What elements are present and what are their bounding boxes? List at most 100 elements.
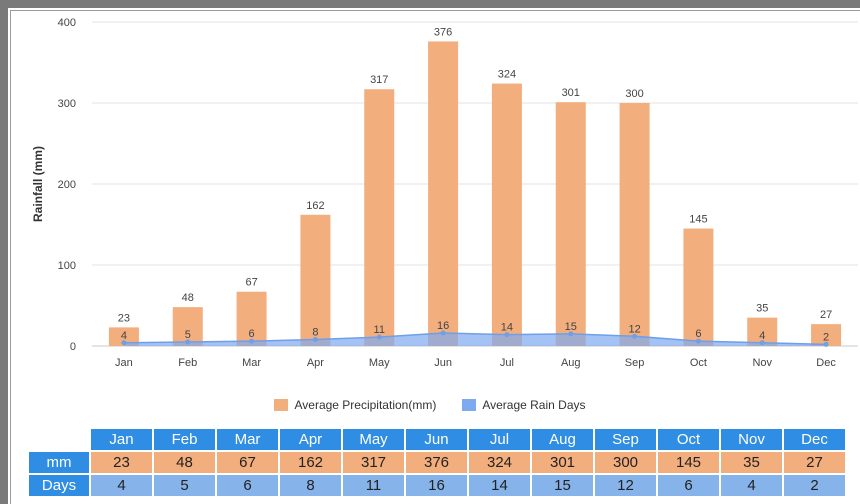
precipitation-value-label: 300 xyxy=(625,88,643,100)
x-tick-label: May xyxy=(369,357,390,369)
precipitation-bar xyxy=(555,102,586,346)
legend-item-precipitation[interactable]: Average Precipitation(mm) xyxy=(274,398,436,412)
precipitation-value-label: 317 xyxy=(370,74,388,86)
table-cell: 4 xyxy=(721,475,782,496)
rain-days-value-label: 15 xyxy=(565,321,577,333)
table-cell: 317 xyxy=(343,452,404,473)
rain-days-value-label: 16 xyxy=(437,320,449,332)
rain-days-value-label: 6 xyxy=(249,328,255,340)
table-month-header: Nov xyxy=(721,429,782,450)
rain-days-point xyxy=(632,333,638,339)
x-tick-label: Jan xyxy=(115,357,133,369)
x-tick-label: Feb xyxy=(178,357,197,369)
table-cell: 6 xyxy=(658,475,719,496)
precipitation-bar xyxy=(428,41,459,346)
table-cell: 27 xyxy=(784,452,845,473)
rain-days-value-label: 11 xyxy=(374,324,385,336)
rain-days-line xyxy=(123,332,827,346)
precipitation-swatch xyxy=(274,399,289,411)
table-month-header: Jul xyxy=(469,429,530,450)
table-month-header: Mar xyxy=(217,429,278,450)
table-month-header: Dec xyxy=(784,429,845,450)
rain-days-point xyxy=(121,340,127,346)
rain-days-area xyxy=(123,333,827,346)
precipitation-bar xyxy=(683,228,714,346)
table-cell: 2 xyxy=(784,475,845,496)
x-tick-label: Nov xyxy=(752,357,772,369)
table-cell: 300 xyxy=(595,452,656,473)
rain-days-point xyxy=(759,340,765,346)
table-row: Days 4 5 6 8 11 16 14 15 12 6 4 2 xyxy=(29,475,845,496)
table-month-header: May xyxy=(343,429,404,450)
y-axis-label: Rainfall (mm) xyxy=(31,146,45,222)
table-cell: 301 xyxy=(532,452,593,473)
table-row-label: Days xyxy=(29,475,89,496)
table-cell: 145 xyxy=(658,452,719,473)
rain-days-value-label: 12 xyxy=(628,323,640,335)
table-cell: 8 xyxy=(280,475,341,496)
table-month-header: Oct xyxy=(658,429,719,450)
table-month-header: Aug xyxy=(532,429,593,450)
table-cell: 15 xyxy=(532,475,593,496)
table-cell: 48 xyxy=(154,452,215,473)
precipitation-value-label: 35 xyxy=(756,303,768,315)
y-tick-label: 300 xyxy=(58,98,76,110)
x-tick-label: Aug xyxy=(561,357,581,369)
x-tick-label: Jun xyxy=(434,357,452,369)
rain-days-value-label: 14 xyxy=(501,322,513,334)
table-month-header: Sep xyxy=(595,429,656,450)
table-cell: 16 xyxy=(406,475,467,496)
rain-days-value-label: 8 xyxy=(312,327,318,339)
table-cell: 23 xyxy=(91,452,152,473)
table-cell: 6 xyxy=(217,475,278,496)
rain-days-point xyxy=(312,337,318,343)
table-month-header: Apr xyxy=(280,429,341,450)
precipitation-bar xyxy=(364,89,395,346)
precipitation-bar xyxy=(619,103,650,346)
rain-days-point xyxy=(249,338,255,344)
y-tick-label: 0 xyxy=(70,341,76,353)
precipitation-value-label: 324 xyxy=(498,69,516,81)
precipitation-value-label: 145 xyxy=(689,214,707,226)
x-tick-label: Mar xyxy=(242,357,261,369)
y-tick-label: 400 xyxy=(58,17,76,29)
table-cell: 11 xyxy=(343,475,404,496)
x-tick-label: Jul xyxy=(500,357,514,369)
rain-days-point xyxy=(568,331,574,337)
precipitation-bar xyxy=(236,291,267,346)
chart-legend: Average Precipitation(mm) Average Rain D… xyxy=(0,396,860,414)
legend-label-rain-days: Average Rain Days xyxy=(482,398,586,412)
table-cell: 35 xyxy=(721,452,782,473)
rain-days-point xyxy=(504,332,510,338)
rain-days-value-label: 5 xyxy=(185,329,191,341)
y-tick-label: 200 xyxy=(58,179,76,191)
table-month-header: Jan xyxy=(91,429,152,450)
table-cell: 4 xyxy=(91,475,152,496)
table-cell: 12 xyxy=(595,475,656,496)
table-corner-cell xyxy=(29,429,89,450)
precipitation-value-label: 48 xyxy=(182,292,194,304)
rain-days-value-label: 4 xyxy=(759,330,765,342)
table-row-label: mm xyxy=(29,452,89,473)
rain-days-point xyxy=(823,341,829,347)
table-cell: 67 xyxy=(217,452,278,473)
precipitation-value-label: 23 xyxy=(118,312,130,324)
legend-label-precipitation: Average Precipitation(mm) xyxy=(294,398,437,412)
rain-days-swatch xyxy=(462,399,477,411)
table-cell: 14 xyxy=(469,475,530,496)
rain-days-point xyxy=(695,338,701,344)
x-tick-label: Sep xyxy=(625,357,645,369)
precipitation-value-label: 301 xyxy=(562,87,580,99)
precipitation-value-label: 162 xyxy=(306,200,324,212)
legend-item-rain-days[interactable]: Average Rain Days xyxy=(462,398,586,412)
table-row: mm 23 48 67 162 317 376 324 301 300 145 35 27 xyxy=(29,452,845,473)
rain-days-value-label: 4 xyxy=(121,330,127,342)
x-tick-label: Dec xyxy=(816,357,836,369)
precipitation-bar xyxy=(811,324,842,346)
table-month-header: Feb xyxy=(154,429,215,450)
y-tick-label: 100 xyxy=(58,260,76,272)
rain-days-point xyxy=(440,330,446,336)
rain-days-point xyxy=(376,334,382,340)
